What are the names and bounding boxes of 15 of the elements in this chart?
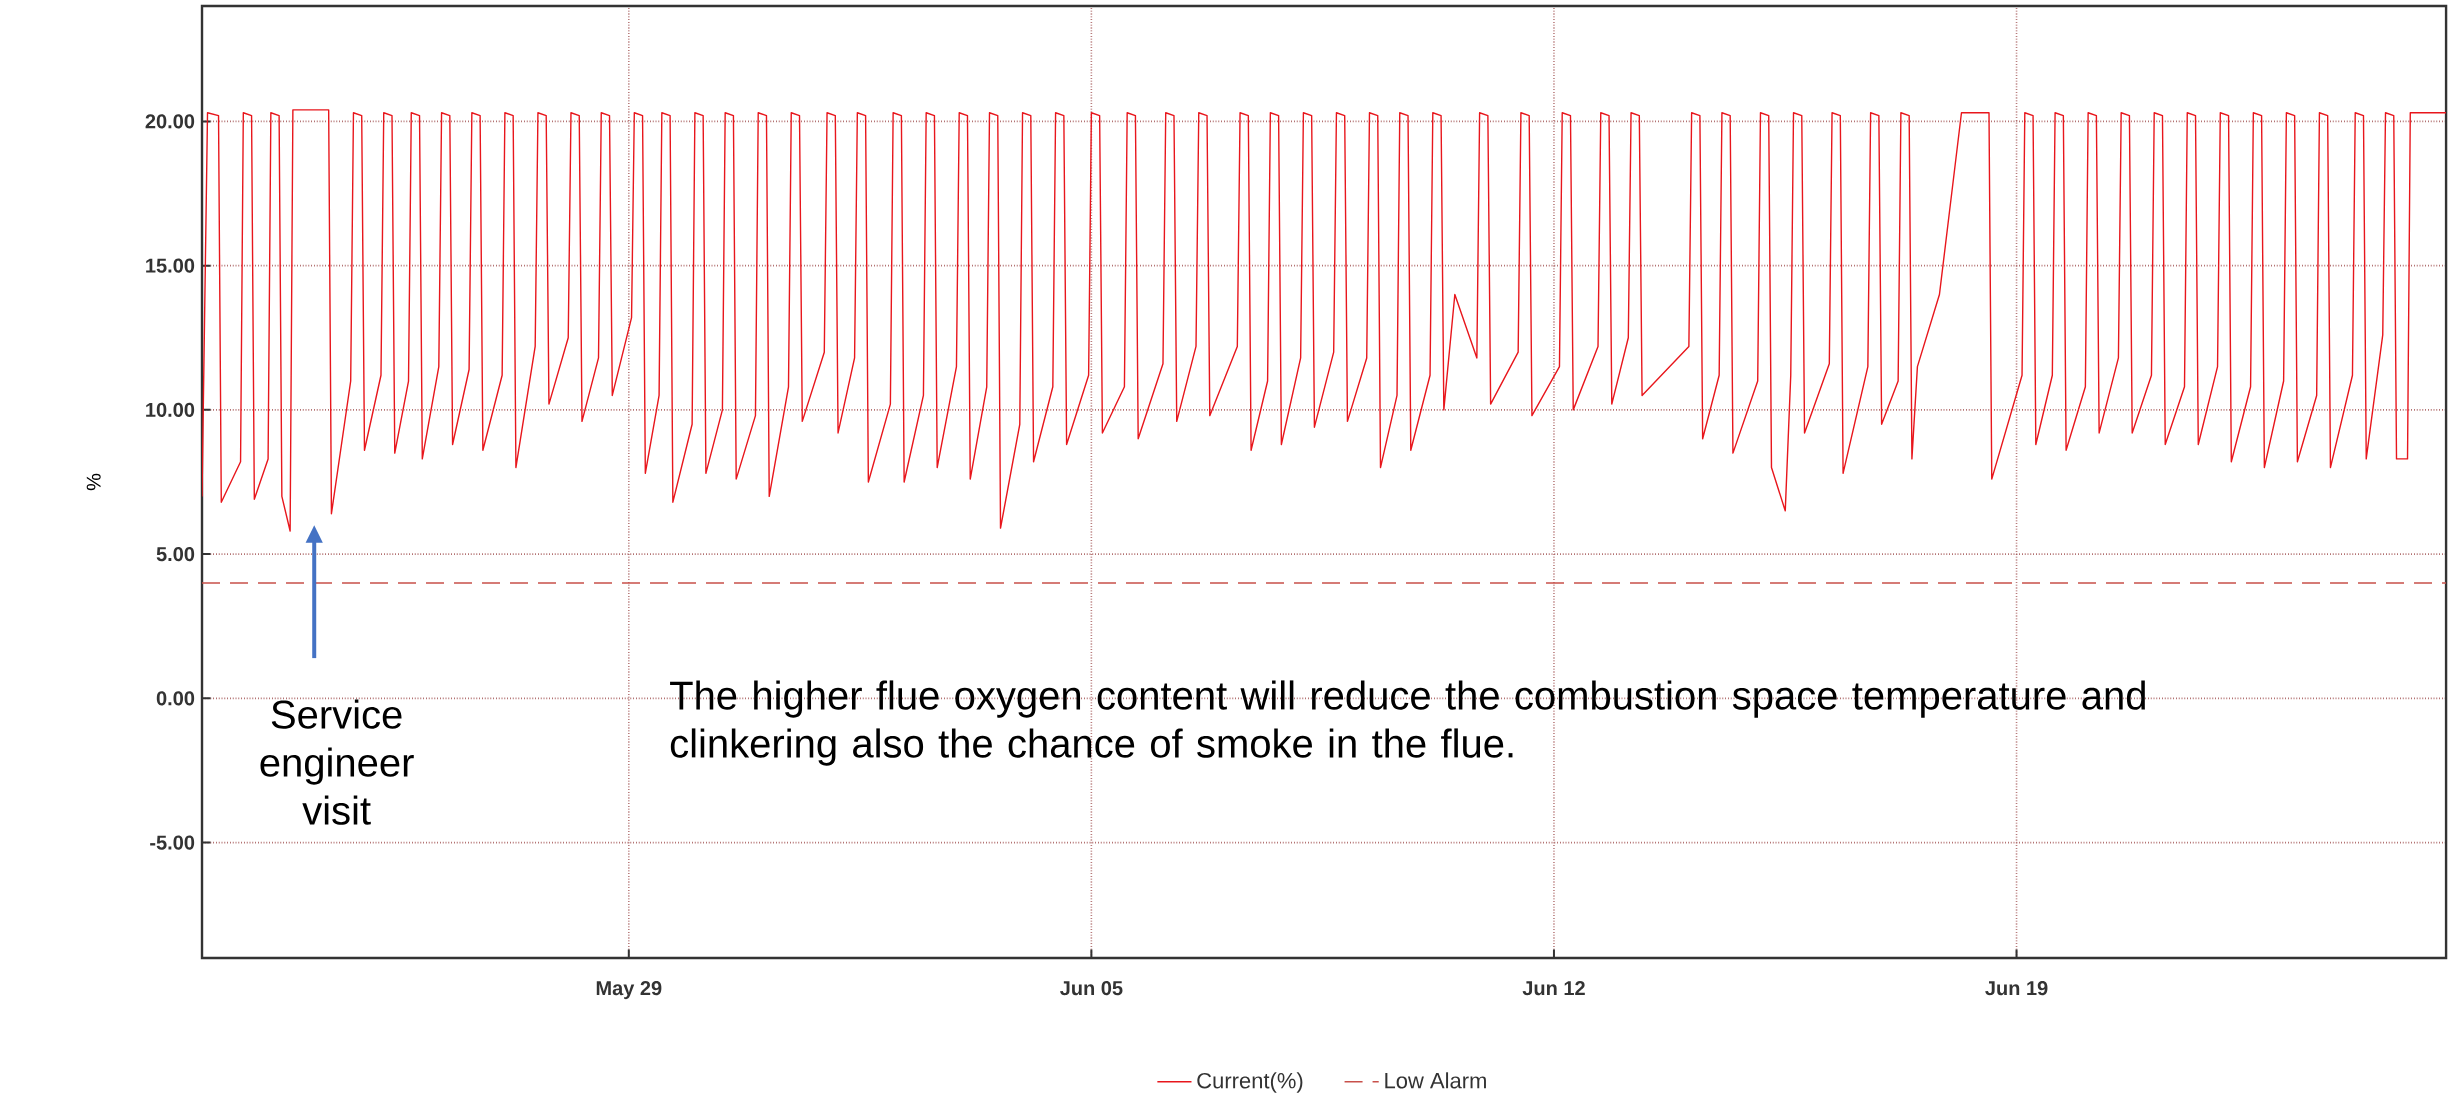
y-tick-label: -5.00 [150,835,195,850]
legend-label: Low Alarm [1385,1072,1486,1089]
annotation: Service engineer visit [260,699,414,825]
x-tick-label: Jun 12 [1522,981,1585,996]
x-tick-label: Jun 05 [1060,981,1123,996]
y-tick-label: 15.00 [146,258,195,273]
y-axis-title: % [86,473,101,491]
legend-label: Current(%) [1197,1072,1303,1093]
y-tick-label: 20.00 [145,114,195,129]
y-tick-label: 0.00 [156,691,195,706]
x-tick-label: May 29 [596,981,662,1000]
y-tick-label: 10.00 [146,402,195,417]
y-tick-label: 5.00 [156,547,195,562]
x-tick-label: Jun 19 [1985,981,2048,996]
annotation: The higher flue oxygen content will reduce the combustion space temperature and clinkering also the chance of smoke in the flue. [670,680,2145,766]
